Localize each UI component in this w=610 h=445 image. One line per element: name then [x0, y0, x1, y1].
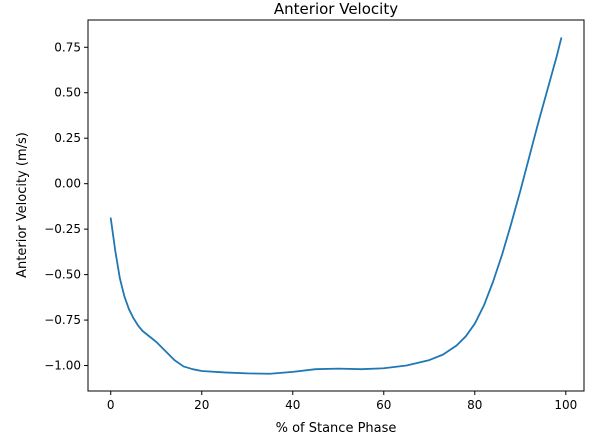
y-axis-ticks: −1.00 −0.75 −0.50 −0.25 0.00 0.25 0.50 0.75 — [44, 40, 88, 373]
y-tick-label: 0.25 — [54, 131, 81, 145]
x-tick-label: 40 — [285, 398, 300, 412]
y-tick-label: 0.00 — [54, 177, 81, 191]
y-tick-label: −1.00 — [44, 359, 81, 373]
x-tick-label: 20 — [194, 398, 209, 412]
axes-frame — [87, 19, 585, 392]
plot-content — [109, 37, 563, 375]
x-axis-label: % of Stance Phase — [276, 421, 397, 436]
series-line-0 — [109, 37, 563, 375]
x-tick-label: 60 — [376, 398, 391, 412]
x-tick-label: 80 — [467, 398, 482, 412]
y-tick-label: 0.50 — [54, 86, 81, 100]
y-tick-label: −0.25 — [44, 222, 81, 236]
x-tick-label: 100 — [554, 398, 577, 412]
chart-title: Anterior Velocity — [274, 0, 398, 18]
x-tick-label: 0 — [107, 398, 115, 412]
y-tick-label: 0.75 — [54, 40, 81, 54]
x-axis-ticks: 0 20 40 60 80 100 — [107, 391, 577, 412]
y-axis-label: Anterior Velocity (m/s) — [15, 132, 30, 278]
y-tick-label: −0.50 — [44, 268, 81, 282]
y-tick-label: −0.75 — [44, 313, 81, 327]
